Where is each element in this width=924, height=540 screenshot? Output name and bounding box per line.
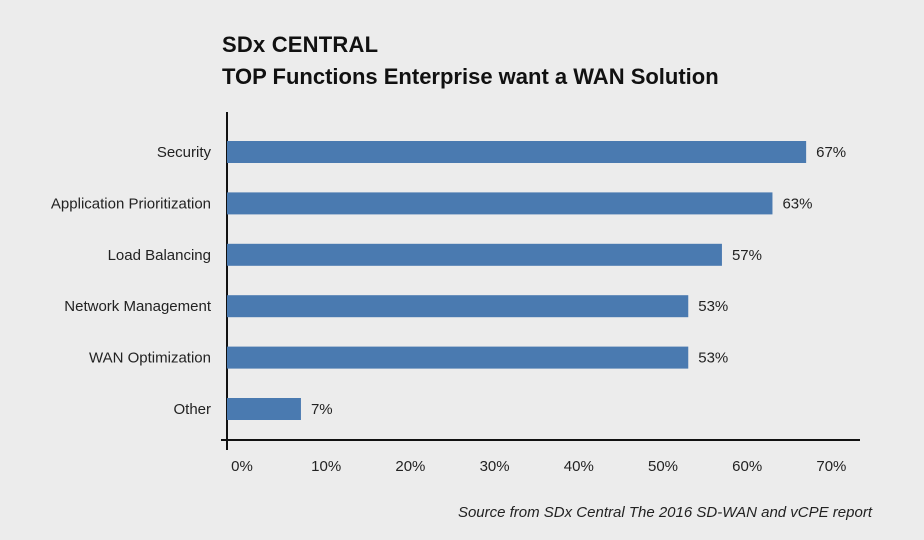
data-label: 63% <box>782 195 812 212</box>
x-tick-label: 70% <box>816 458 846 475</box>
x-tick-label: 10% <box>311 458 341 475</box>
data-label: 7% <box>311 401 333 418</box>
bar <box>227 192 773 215</box>
x-tick-label: 0% <box>231 458 253 475</box>
category-label: Load Balancing <box>108 247 211 264</box>
category-label: Other <box>173 401 211 418</box>
data-label: 53% <box>698 298 728 315</box>
category-label: Security <box>157 144 212 161</box>
chart-subtitle: TOP Functions Enterprise want a WAN Solu… <box>222 64 719 89</box>
category-label: Network Management <box>64 298 212 315</box>
x-tick-label: 50% <box>648 458 678 475</box>
bar <box>227 295 689 318</box>
x-tick-label: 30% <box>480 458 510 475</box>
bar <box>227 243 722 266</box>
bar <box>227 398 301 420</box>
category-label: WAN Optimization <box>89 350 211 367</box>
category-label: Application Prioritization <box>51 195 211 212</box>
data-label: 53% <box>698 350 728 367</box>
bar <box>227 346 689 369</box>
chart-title: SDx CENTRAL <box>222 32 379 57</box>
x-tick-label: 40% <box>564 458 594 475</box>
x-tick-label: 20% <box>395 458 425 475</box>
data-label: 67% <box>816 144 846 161</box>
x-tick-label: 60% <box>732 458 762 475</box>
data-label: 57% <box>732 247 762 264</box>
bar <box>227 141 807 163</box>
source-note: Source from SDx Central The 2016 SD-WAN … <box>457 504 872 521</box>
